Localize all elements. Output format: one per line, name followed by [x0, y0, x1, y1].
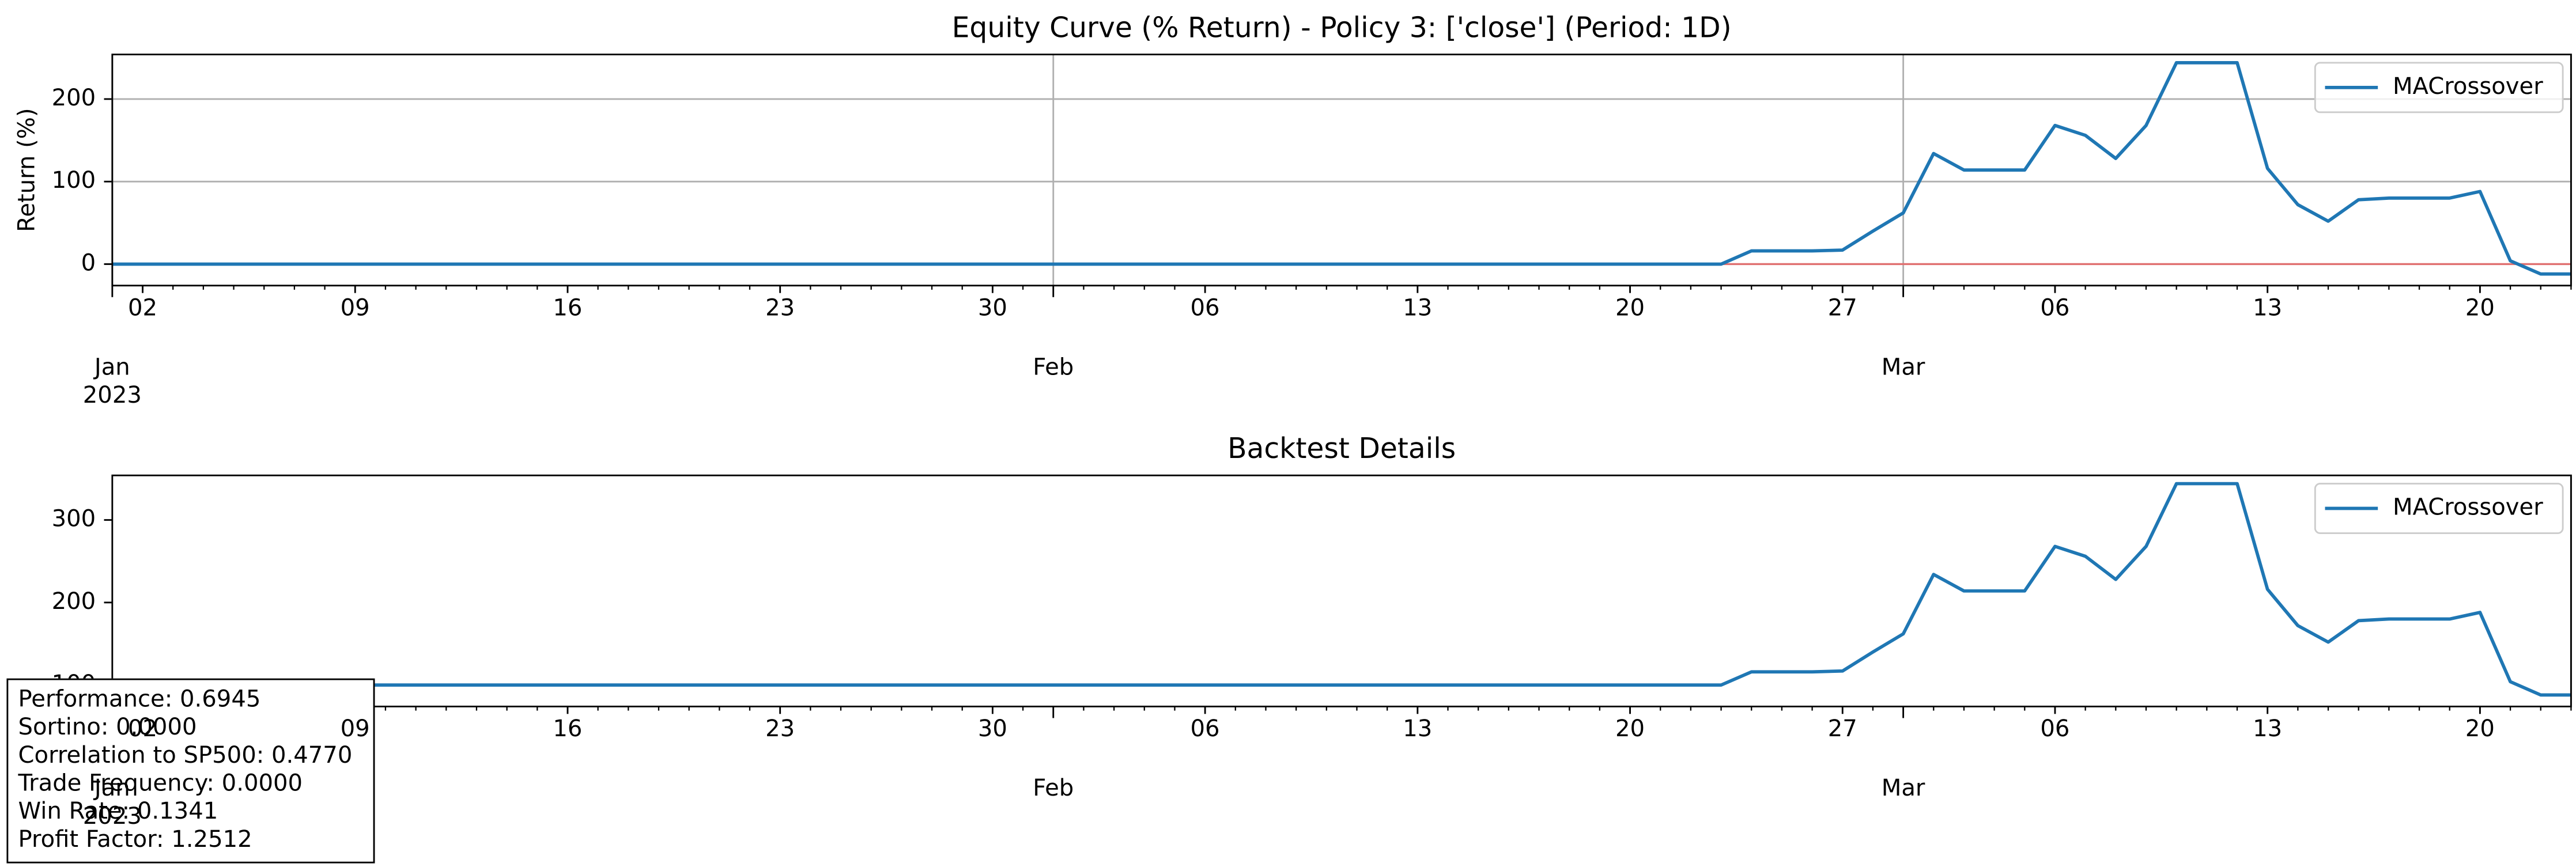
y-tick-label: 200 [52, 85, 96, 111]
chart-title: Backtest Details [1227, 433, 1456, 465]
x-tick-label: 02 [127, 716, 158, 743]
x-tick-label: 23 [765, 716, 795, 743]
stats-line: Win Rate: 0.1341 [18, 798, 218, 826]
x-tick-label: 06 [2040, 716, 2070, 743]
legend-label: MACrossover [2393, 494, 2543, 521]
x-tick-label: 27 [1827, 295, 1857, 322]
y-axis-label: Return (%) [14, 108, 40, 232]
axes-frame [111, 474, 2572, 707]
y-tick-label: 100 [52, 167, 96, 194]
x-tick-label: Feb [1033, 355, 1074, 381]
x-tick-label: 02 [127, 295, 158, 322]
plot-area [112, 482, 2571, 697]
x-tick-label: 06 [2040, 295, 2070, 322]
x-tick-label: 13 [1403, 716, 1433, 743]
stats-line: Profit Factor: 1.2512 [18, 827, 252, 854]
chart-title: Equity Curve (% Return) - Policy 3: ['cl… [952, 12, 1732, 44]
x-tick-label: 30 [977, 716, 1007, 743]
x-tick-label: 13 [2253, 295, 2283, 322]
y-tick-label: 300 [52, 506, 96, 532]
x-tick-label: 23 [765, 295, 795, 322]
x-tick-label: 06 [1190, 295, 1220, 322]
y-tick-label: 200 [52, 588, 96, 615]
legend-box [2314, 62, 2564, 113]
x-tick-label: 20 [2465, 716, 2495, 743]
x-tick-label: 09 [340, 716, 370, 743]
axes-frame [111, 54, 2572, 287]
y-tick-label: 0 [81, 249, 96, 276]
x-tick-label: 30 [977, 295, 1007, 322]
x-tick-label: 13 [2253, 716, 2283, 743]
stats-line: Performance: 0.6945 [18, 687, 261, 713]
x-tick-label: 20 [1615, 716, 1645, 743]
legend-box [2314, 483, 2564, 534]
x-tick-label: 16 [553, 716, 583, 743]
x-tick-label: 06 [1190, 716, 1220, 743]
x-tick-label: Jan 2023 [82, 775, 142, 831]
stats-line: Sortino: 0.0000 [18, 714, 197, 741]
stats-line: Trade Frequency: 0.0000 [18, 771, 303, 797]
series-line [112, 61, 2571, 276]
x-tick-label: Mar [1881, 355, 1925, 381]
x-tick-label: 13 [1403, 295, 1433, 322]
x-tick-label: Mar [1881, 775, 1925, 802]
series-line [112, 482, 2571, 697]
legend-label: MACrossover [2393, 73, 2543, 100]
x-tick-label: Feb [1033, 775, 1074, 802]
x-tick-label: 27 [1827, 716, 1857, 743]
x-tick-label: 09 [340, 295, 370, 322]
x-tick-label: 20 [2465, 295, 2495, 322]
x-tick-label: 16 [553, 295, 583, 322]
stats-line: Correlation to SP500: 0.4770 [18, 743, 353, 770]
plot-area [112, 61, 2571, 276]
stats-box: Performance: 0.6945 Sortino: 0.0000 Correl… [6, 678, 375, 864]
x-tick-label: Jan 2023 [82, 355, 142, 410]
x-tick-label: 20 [1615, 295, 1645, 322]
